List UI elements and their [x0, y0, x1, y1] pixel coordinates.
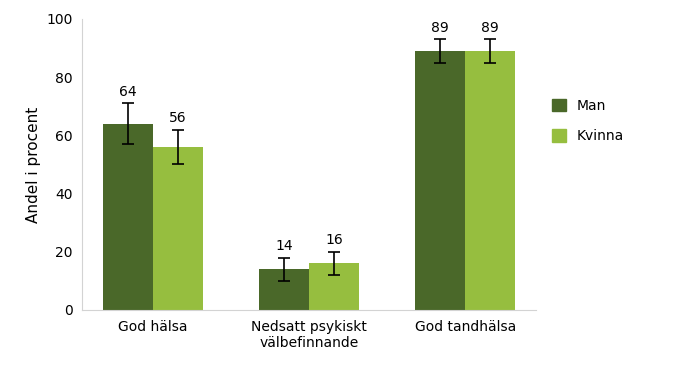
Text: 64: 64	[120, 85, 137, 99]
Text: 89: 89	[431, 21, 449, 35]
Bar	[309, 263, 359, 310]
Legend: Man, Kvinna: Man, Kvinna	[552, 99, 624, 143]
Bar	[416, 51, 465, 310]
Bar	[153, 147, 203, 310]
Bar	[103, 124, 153, 310]
Text: 56: 56	[169, 111, 187, 125]
Y-axis label: Andel i procent: Andel i procent	[26, 106, 41, 223]
Text: 16: 16	[325, 233, 343, 247]
Bar	[465, 51, 515, 310]
Text: 89: 89	[482, 21, 499, 35]
Bar	[259, 269, 309, 310]
Text: 14: 14	[275, 239, 293, 253]
